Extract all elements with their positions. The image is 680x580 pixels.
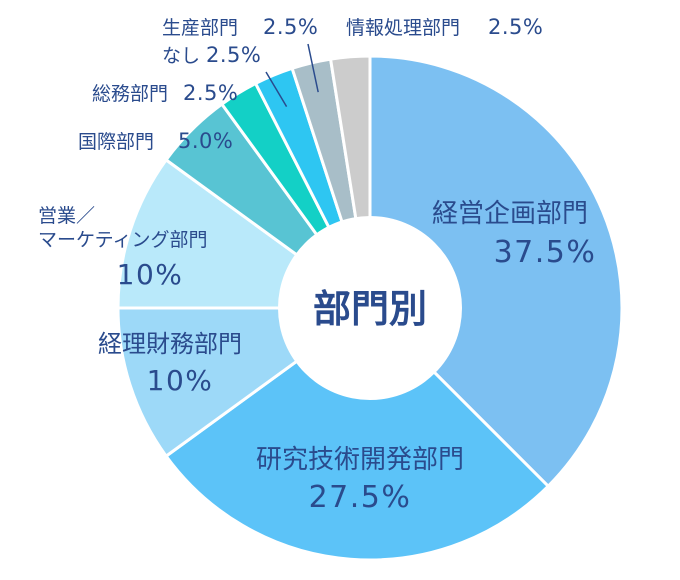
slice-value-7: 2.5%: [263, 15, 318, 39]
slice-label-6: なし: [162, 45, 200, 67]
slice-value-4: 5.0%: [178, 129, 233, 153]
slice-label-5: 総務部門: [92, 83, 168, 105]
pie-slice-0: [368, 54, 624, 489]
slice-value-2: 10%: [147, 364, 214, 397]
slice-label-4: 国際部門: [78, 131, 154, 153]
slice-value-3: 10%: [117, 258, 184, 291]
slice-value-6: 2.5%: [206, 43, 261, 67]
slice-label-7: 生産部門: [162, 17, 238, 39]
slice-label-3-line-0: 営業／: [38, 205, 95, 227]
leader-line-6: [265, 71, 288, 107]
donut-hole: [278, 216, 462, 400]
leader-line-7: [307, 43, 319, 93]
center-label: 部門別: [313, 287, 427, 331]
slice-label-3-line-1: マーケティング部門: [38, 229, 207, 251]
slice-value-8: 2.5%: [488, 15, 543, 39]
slice-value-5: 2.5%: [183, 81, 238, 105]
slice-value-0: 37.5%: [494, 235, 597, 270]
slice-label-8: 情報処理部門: [346, 17, 460, 39]
slice-value-1: 27.5%: [309, 480, 412, 515]
pie-slice-1: [164, 306, 551, 562]
slice-label-2: 経理財務部門: [98, 330, 242, 358]
slice-label-0: 経営企画部門: [432, 199, 588, 229]
slice-label-1: 研究技術開発部門: [256, 445, 464, 475]
